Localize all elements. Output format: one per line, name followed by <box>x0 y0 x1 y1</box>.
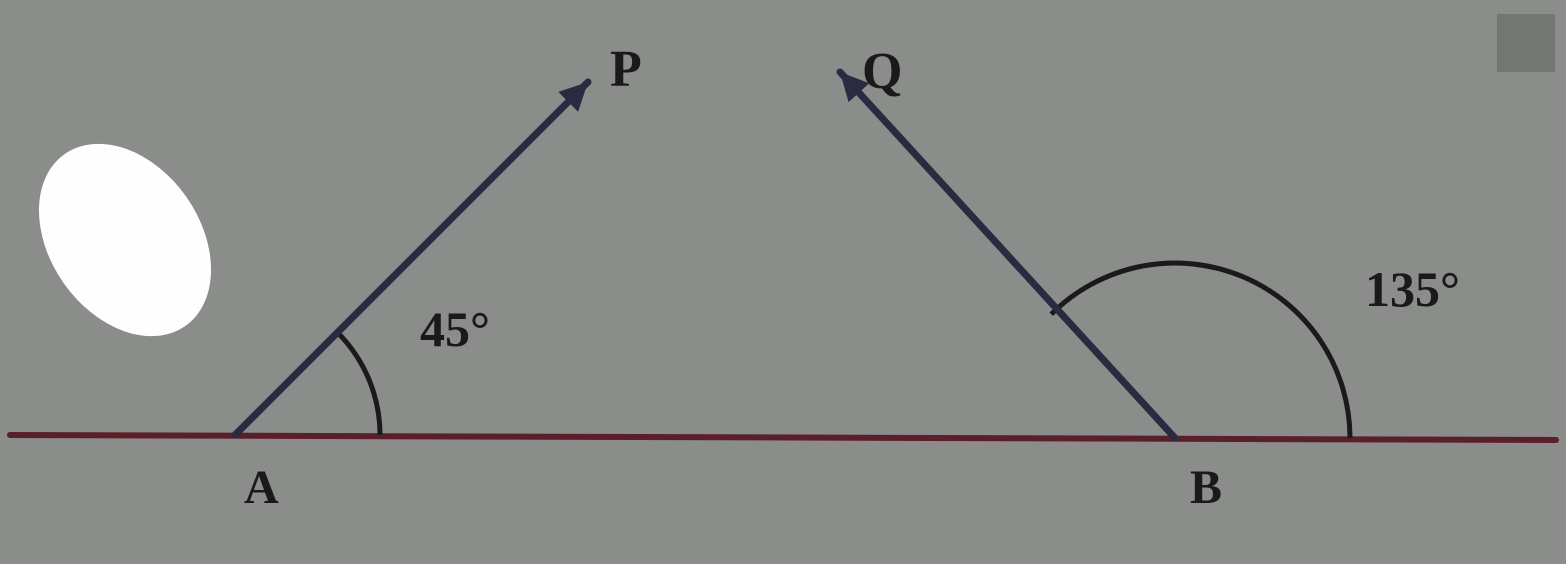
point-a-label: A <box>244 460 279 515</box>
point-b-label: B <box>1190 460 1222 515</box>
angle-a-label: 45° <box>420 300 490 358</box>
geometry-diagram <box>0 0 1566 564</box>
corner-square <box>1497 14 1555 72</box>
background <box>0 0 1566 564</box>
ray-q-label: Q <box>862 42 902 101</box>
angle-b-label: 135° <box>1365 260 1460 318</box>
ray-p-label: P <box>610 40 642 99</box>
